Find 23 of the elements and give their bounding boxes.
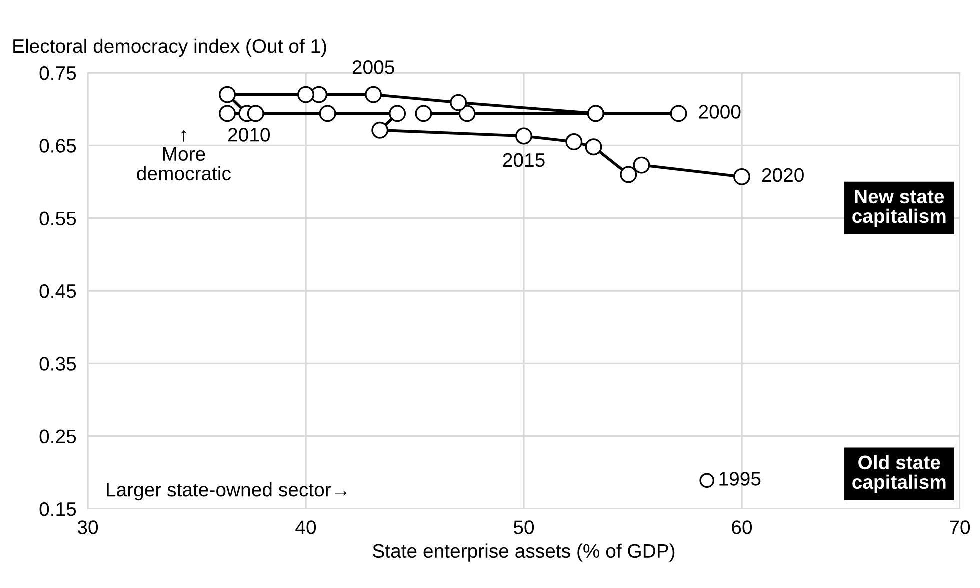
y-tick-label: 0.45 — [40, 284, 76, 298]
annotation: 2005 — [352, 60, 394, 74]
y-tick-label: 0.35 — [40, 357, 76, 371]
annotation: 2015 — [503, 153, 545, 168]
annotation: 2000 — [699, 105, 741, 119]
x-tick-label: 50 — [514, 520, 534, 534]
y-axis-title: Electoral democracy index (Out of 1) — [14, 38, 326, 58]
annotation: 2010 — [228, 128, 270, 142]
x-tick-label: 40 — [296, 520, 316, 534]
annotation: Larger state-owned sector→ — [107, 482, 347, 501]
y-tick-label: 0.15 — [40, 502, 76, 516]
y-tick-label: 0.25 — [40, 430, 76, 444]
annotation: Old state capitalism — [852, 455, 946, 493]
annotation: 1995 — [720, 472, 761, 486]
x-tick-label: 60 — [732, 520, 752, 534]
annotation: 2020 — [762, 168, 804, 182]
annotation: New state capitalism — [852, 190, 946, 227]
y-tick-label: 0.55 — [40, 212, 76, 226]
x-axis-title: State enterprise assets (% of GDP) — [373, 544, 675, 562]
y-tick-label: 0.65 — [40, 139, 76, 153]
y-tick-label: 0.75 — [40, 66, 76, 80]
x-tick-label: 30 — [78, 520, 98, 534]
x-tick-label: 70 — [950, 520, 970, 534]
